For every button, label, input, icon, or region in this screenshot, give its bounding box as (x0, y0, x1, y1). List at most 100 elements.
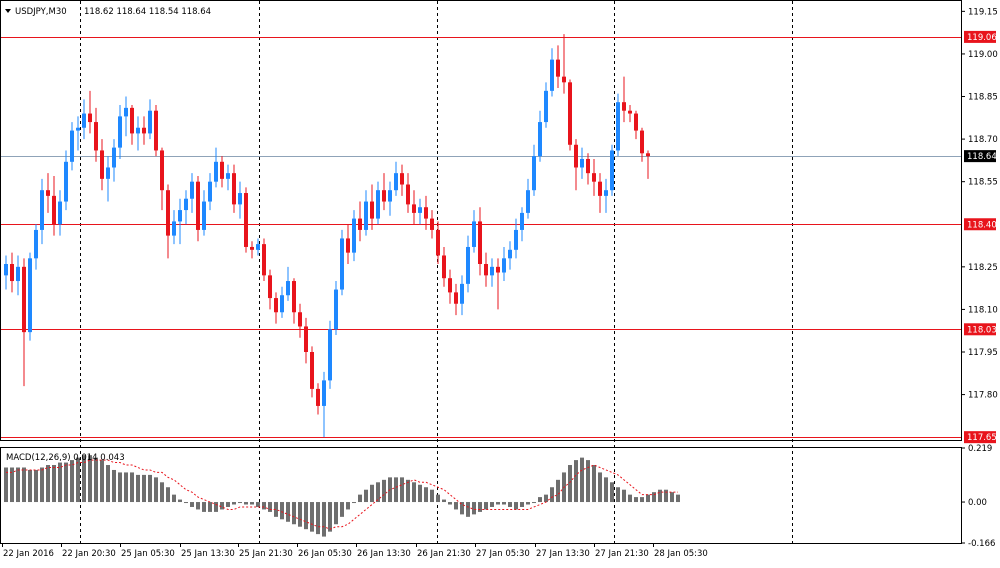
macd-bar (16, 467, 20, 503)
candle-body (94, 122, 98, 151)
candle-body (448, 278, 452, 293)
candle-body (370, 201, 374, 219)
candle-body (196, 181, 200, 230)
macd-bar (286, 502, 290, 522)
candle-body (418, 207, 422, 213)
candle-body (118, 116, 122, 148)
candle-body (574, 144, 578, 168)
candle-body (178, 210, 182, 222)
macd-bar (664, 489, 668, 503)
candle-body (538, 122, 542, 157)
macd-bar (280, 502, 284, 520)
macd-bar (670, 492, 674, 503)
time-tick-label: 25 Jan 21:30 (239, 549, 293, 559)
candle-body (376, 190, 380, 219)
macd-bar (520, 502, 524, 507)
macd-bar (322, 502, 326, 537)
macd-bar (418, 484, 422, 503)
time-tick-label: 25 Jan 13:30 (181, 549, 235, 559)
macd-bar (10, 467, 14, 503)
time-tick-label: 27 Jan 13:30 (536, 549, 590, 559)
candle-body (184, 198, 188, 211)
macd-panel-frame (0, 447, 962, 544)
dropdown-triangle-icon[interactable] (5, 9, 11, 13)
macd-bar (292, 502, 296, 525)
candle-body (592, 173, 596, 182)
macd-bar (412, 482, 416, 503)
candle-body (496, 266, 500, 273)
price-panel-frame (0, 0, 962, 441)
macd-histogram (4, 455, 680, 537)
macd-bar (250, 502, 254, 505)
macd-bar (190, 502, 194, 507)
price-tick-label: 118.25 (968, 263, 998, 273)
macd-bar (88, 455, 92, 503)
ohlc-label: 118.62 118.64 118.54 118.64 (84, 7, 211, 17)
macd-bar (616, 487, 620, 503)
candle-body (274, 298, 278, 313)
candle-body (562, 76, 566, 83)
macd-bar (4, 467, 8, 503)
candles (4, 34, 650, 438)
macd-bar (394, 477, 398, 503)
macd-bar (334, 502, 338, 525)
candle-body (532, 156, 536, 191)
candle-body (112, 147, 116, 168)
macd-bar (544, 494, 548, 503)
candle-body (220, 161, 224, 179)
macd-bar (64, 462, 68, 503)
candle-body (352, 218, 356, 253)
candle-body (508, 249, 512, 259)
macd-bar (52, 465, 56, 503)
macd-tick-label: -0.166 (968, 539, 995, 549)
candle-body (304, 326, 308, 352)
candle-body (82, 113, 86, 128)
macd-bar (274, 502, 278, 517)
candle-body (88, 113, 92, 123)
candle-body (598, 181, 602, 196)
candle-body (472, 221, 476, 247)
candle-body (10, 264, 14, 282)
current-price-label: 118.64 (967, 152, 997, 162)
candle-body (262, 244, 266, 276)
macd-bar (502, 502, 506, 505)
candle-body (622, 102, 626, 111)
macd-bar (478, 502, 482, 512)
macd-bar (238, 502, 242, 504)
candle-body (166, 190, 170, 236)
candle-body (160, 150, 164, 191)
macd-bar (304, 502, 308, 530)
macd-bar (112, 469, 116, 503)
candle-body (76, 127, 80, 131)
macd-bar (124, 472, 128, 503)
macd-bar (490, 502, 494, 507)
macd-bar (118, 472, 122, 503)
candle-body (328, 329, 332, 381)
candle-body (226, 173, 230, 179)
candle-body (106, 167, 110, 179)
macd-bar (466, 502, 470, 517)
level-price-tag (964, 218, 996, 231)
macd-bar (82, 455, 86, 503)
candle-body (580, 158, 584, 168)
macd-bar (136, 474, 140, 503)
price-tick-label: 119.15 (968, 7, 998, 17)
price-tick-label: 118.85 (968, 93, 998, 103)
macd-tick-label: 0.219 (968, 444, 992, 454)
time-tick-label: 26 Jan 13:30 (357, 549, 411, 559)
candle-body (148, 110, 152, 134)
candle-body (346, 238, 350, 253)
price-tick-label: 117.80 (968, 391, 998, 401)
macd-bar (622, 489, 626, 503)
macd-label: MACD(12,26,9) 0.014 0.043 (6, 453, 125, 463)
macd-bar (592, 465, 596, 503)
macd-bar (310, 502, 314, 532)
candle-body (568, 82, 572, 145)
macd-bar (208, 502, 212, 512)
candle-body (358, 218, 362, 230)
macd-bar (580, 457, 584, 503)
macd-bar (268, 502, 272, 512)
macd-bar (538, 497, 542, 503)
candle-body (52, 195, 56, 225)
